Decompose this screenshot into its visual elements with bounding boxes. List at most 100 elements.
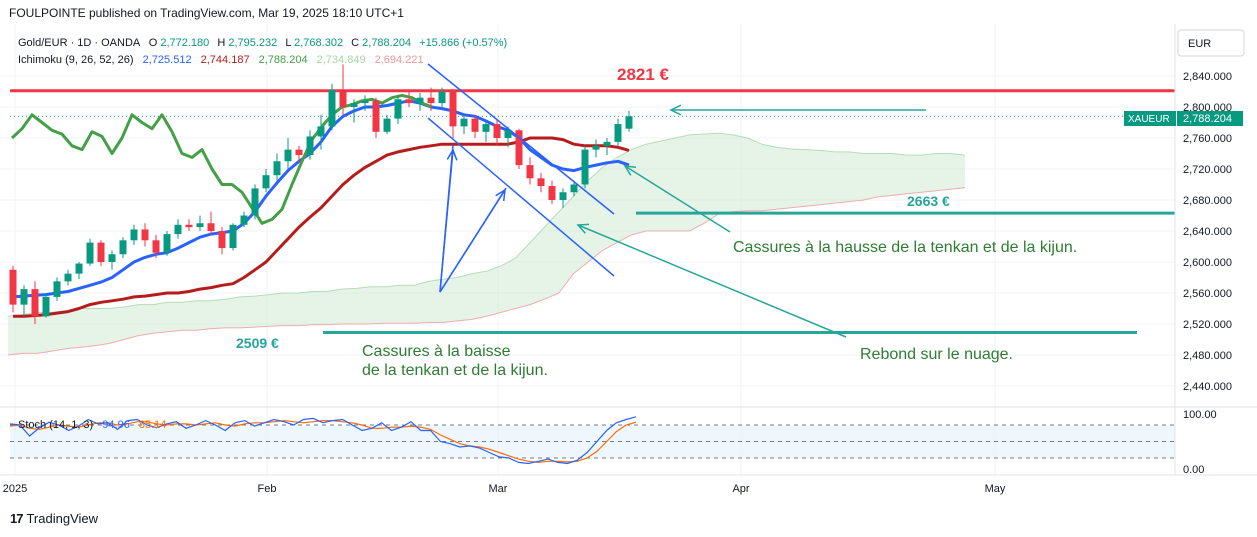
stoch-band-fill bbox=[10, 425, 1175, 458]
price-tick-label: 2,640.000 bbox=[1183, 226, 1232, 238]
currency-button[interactable]: EUR bbox=[1177, 29, 1245, 57]
low-label: L bbox=[285, 37, 291, 49]
candle-body bbox=[526, 165, 534, 179]
ichimoku-chikou-value: 2,788.204 bbox=[259, 54, 308, 66]
candle-body bbox=[394, 99, 402, 119]
symbol-tag: XAUEUR bbox=[1128, 114, 1170, 125]
high-value: 2,795.232 bbox=[228, 37, 277, 49]
candle-body bbox=[141, 229, 149, 241]
price-tick-label: 2,480.000 bbox=[1183, 350, 1232, 362]
stoch-d-line bbox=[9, 419, 637, 464]
price-tick-label: 2,560.000 bbox=[1183, 288, 1232, 300]
cloud-rebound-arrow-head bbox=[576, 223, 590, 234]
upside-break-arrow-head bbox=[623, 165, 637, 176]
candle-body bbox=[31, 289, 39, 317]
svg-text:Gold/EUR · 1D · OANDA O: Gold/EUR · 1D · OANDA O 2,772.180 H 2,79… bbox=[18, 37, 507, 49]
time-axis[interactable]: 2025 Feb Mar Apr May bbox=[3, 483, 1006, 495]
upside-break-arrow bbox=[624, 165, 731, 233]
ichimoku-span-b-value: 2,694.221 bbox=[375, 54, 424, 66]
channel-upper-line bbox=[427, 63, 615, 215]
candle-body bbox=[603, 141, 611, 146]
currency-button-label: EUR bbox=[1188, 38, 1211, 50]
candle-body bbox=[427, 97, 435, 104]
channel-lower-line bbox=[427, 117, 615, 277]
open-value: 2,772.180 bbox=[160, 37, 209, 49]
senkou-span-b bbox=[7, 187, 966, 356]
time-tick-label: May bbox=[985, 483, 1006, 495]
candle-body bbox=[471, 118, 479, 132]
price-tick-label: 2,720.000 bbox=[1183, 164, 1232, 176]
user-drawings bbox=[427, 63, 926, 338]
candle-body bbox=[449, 91, 457, 127]
close-value: 2,788.204 bbox=[362, 37, 411, 49]
candle-body bbox=[229, 224, 237, 249]
candle-body bbox=[339, 89, 347, 107]
price-axis[interactable]: 2,840.0002,800.0002,760.0002,720.0002,68… bbox=[1183, 71, 1232, 393]
svg-text:Stoch (14, 1, 3) 94.96: Stoch (14, 1, 3) 94.96 85.14 bbox=[18, 419, 166, 431]
tradingview-logo[interactable]: 17 TradingView bbox=[10, 511, 98, 526]
ichimoku-span-a-value: 2,734.849 bbox=[317, 54, 366, 66]
time-tick-label: Feb bbox=[258, 483, 277, 495]
svg-text:Ichimoku (9, 26, 52, 26): Ichimoku (9, 26, 52, 26) 2,725.512 2,744… bbox=[18, 54, 424, 66]
stoch-tick-label: 100.00 bbox=[1183, 409, 1217, 421]
candle-body bbox=[64, 273, 72, 282]
candle-body bbox=[416, 97, 424, 104]
candle-body bbox=[240, 215, 248, 225]
open-label: O bbox=[149, 37, 158, 49]
stoch-k-value: 94.96 bbox=[102, 419, 130, 431]
stoch-d-value: 85.14 bbox=[139, 419, 167, 431]
candle-body bbox=[328, 89, 336, 127]
candle-body bbox=[614, 124, 622, 142]
candle-body bbox=[42, 296, 50, 317]
candle-body bbox=[86, 242, 94, 264]
kijun-sen-line bbox=[13, 136, 630, 318]
candle-body bbox=[350, 103, 358, 107]
stoch-axis[interactable]: 100.00 0.00 bbox=[1183, 409, 1217, 476]
candle-body bbox=[625, 116, 633, 129]
candle-body bbox=[207, 223, 215, 231]
candle-body bbox=[130, 229, 138, 241]
price-tick-label: 2,680.000 bbox=[1183, 195, 1232, 207]
candle-body bbox=[438, 91, 446, 104]
close-label: C bbox=[351, 37, 359, 49]
candle-body bbox=[108, 254, 116, 262]
candle-body bbox=[119, 240, 127, 255]
candle-body bbox=[218, 231, 226, 249]
candle-body bbox=[295, 149, 303, 156]
stoch-label: Stoch (14, 1, 3) bbox=[18, 419, 93, 431]
tradingview-brand: TradingView bbox=[26, 511, 99, 526]
candle-body bbox=[163, 234, 171, 253]
chikou-span-line bbox=[10, 93, 433, 225]
candle-body bbox=[9, 269, 17, 305]
candle-body bbox=[482, 124, 490, 132]
last-price-tag: XAUEUR 2,788.204 bbox=[1124, 111, 1243, 126]
candle-body bbox=[196, 223, 204, 228]
note-downside-line2: de la tenkan et de la kijun. bbox=[362, 362, 548, 379]
candle-body bbox=[75, 263, 83, 274]
ichimoku-cloud bbox=[7, 132, 966, 356]
note-cloud-rebound: Rebond sur le nuage. bbox=[860, 346, 1013, 363]
arrow-head-blue-2 bbox=[439, 189, 506, 293]
senkou-span-a bbox=[7, 132, 966, 317]
candle-body bbox=[537, 178, 545, 187]
price-tick-label: 2,760.000 bbox=[1183, 133, 1232, 145]
ichimoku-tenkan-value: 2,725.512 bbox=[143, 54, 192, 66]
candle-body bbox=[251, 188, 259, 216]
candle-body bbox=[185, 224, 193, 228]
candle-body bbox=[53, 281, 61, 297]
resistance-target-arrow-head bbox=[669, 104, 682, 116]
time-tick-label: 2025 bbox=[3, 483, 27, 495]
stoch-k-line bbox=[9, 416, 637, 465]
candle-body bbox=[581, 149, 589, 185]
price-tick-label: 2,600.000 bbox=[1183, 257, 1232, 269]
candlestick-series bbox=[9, 64, 633, 324]
arrow-head-blue-1 bbox=[439, 149, 454, 293]
candle-body bbox=[361, 100, 369, 104]
support-low-label: 2509 € bbox=[236, 335, 279, 351]
candle-body bbox=[174, 224, 182, 235]
ichimoku-label: Ichimoku (9, 26, 52, 26) bbox=[18, 54, 134, 66]
price-tick-label: 2,520.000 bbox=[1183, 319, 1232, 331]
symbol-label: Gold/EUR · 1D · OANDA bbox=[18, 37, 141, 49]
price-tick-label: 2,440.000 bbox=[1183, 381, 1232, 393]
